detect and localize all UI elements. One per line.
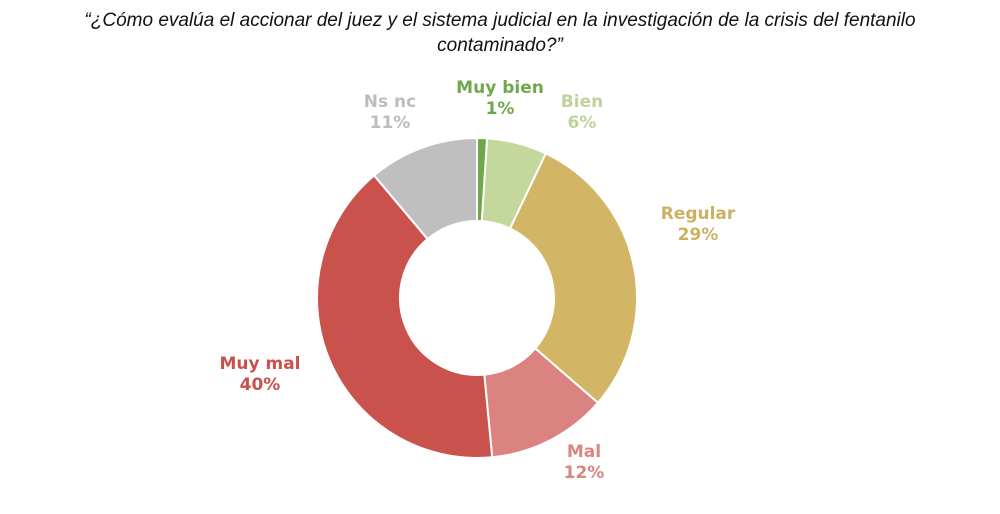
slice-muy-mal bbox=[316, 174, 494, 459]
slice-label-text: Muy bien bbox=[456, 78, 544, 98]
data-label-regular: Regular 29% bbox=[661, 204, 736, 246]
slice-value-text: 40% bbox=[239, 375, 281, 395]
slice-label-text: Muy mal bbox=[219, 354, 301, 374]
slice-regular bbox=[508, 152, 638, 405]
slice-value-text: 12% bbox=[563, 463, 605, 483]
slice-label-text: Mal bbox=[566, 442, 602, 462]
slice-label-text: Ns nc bbox=[363, 92, 417, 112]
data-label-bien: Bien 6% bbox=[561, 92, 603, 134]
chart-title: “¿Cómo evalúa el accionar del juez y el … bbox=[0, 8, 1000, 58]
data-label-mal: Mal 12% bbox=[564, 442, 605, 484]
slice-label-text: Bien bbox=[560, 92, 604, 112]
data-label-muy-mal: Muy mal 40% bbox=[219, 354, 300, 396]
slice-label-text: Regular bbox=[660, 204, 736, 224]
chart-title-line-1: “¿Cómo evalúa el accionar del juez y el … bbox=[84, 10, 916, 31]
data-label-ns-nc: Ns nc 11% bbox=[364, 92, 416, 134]
slice-value-text: 29% bbox=[677, 225, 719, 245]
data-label-muy-bien: Muy bien 1% bbox=[456, 78, 544, 120]
chart-title-line-2: contaminado?” bbox=[437, 35, 563, 56]
slice-value-text: 11% bbox=[369, 113, 411, 133]
slice-value-text: 6% bbox=[567, 113, 597, 133]
slice-value-text: 1% bbox=[485, 99, 515, 119]
slice-ns-nc bbox=[372, 136, 478, 241]
